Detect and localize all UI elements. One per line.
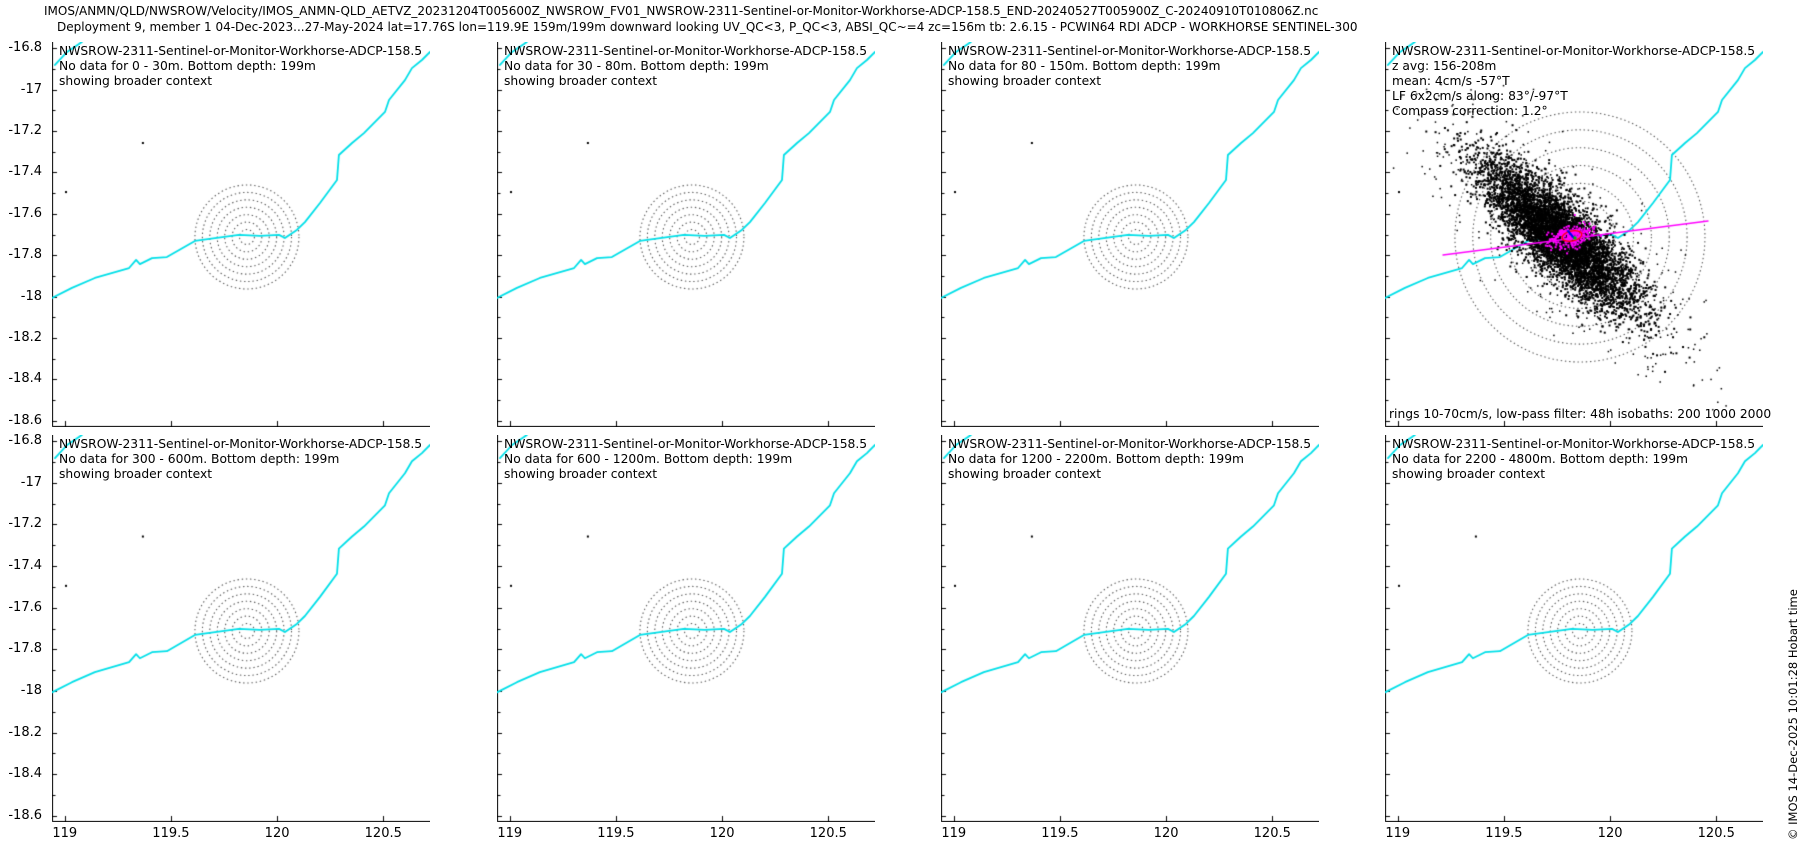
panel-title: NWSROW-2311-Sentinel-or-Monitor-Workhors… <box>1392 44 1756 58</box>
map-canvas <box>52 42 430 427</box>
panel-context-line: showing broader context <box>59 74 213 88</box>
y-tick-label: -17.8 <box>8 247 42 263</box>
x-tick-label: 120.5 <box>809 826 847 841</box>
panel-context-line: showing broader context <box>59 467 213 481</box>
panel-depth-30-80m: NWSROW-2311-Sentinel-or-Monitor-Workhors… <box>497 42 875 427</box>
x-tick-label: 120 <box>709 826 735 841</box>
x-tick-label: 119.5 <box>152 826 190 841</box>
y-tick-label: -17.6 <box>8 205 42 221</box>
y-tick-label: -18.6 <box>8 412 42 428</box>
y-tick-label: -17.6 <box>8 599 42 615</box>
figure-subtitle: Deployment 9, member 1 04-Dec-2023...27-… <box>57 20 1358 34</box>
y-tick-label: -17.4 <box>8 558 42 574</box>
y-axis-labels-row1: -16.8 -17 -17.2 -17.4 -17.6 -17.8 -18 -18.2 -18.… <box>0 40 48 428</box>
panel-nodata-line: No data for 600 - 1200m. Bottom depth: 1… <box>504 452 793 466</box>
map-canvas <box>941 435 1319 822</box>
map-canvas <box>497 42 875 427</box>
y-tick-label: -18.6 <box>8 807 42 823</box>
map-canvas <box>941 42 1319 427</box>
x-tick-label: 119.5 <box>597 826 635 841</box>
y-tick-label: -18.4 <box>8 371 42 387</box>
panel-title: NWSROW-2311-Sentinel-or-Monitor-Workhors… <box>59 44 423 58</box>
x-axis-labels: 119 119.5 120 120.5 119 119.5 120 120.5 119 119.5… <box>0 826 1800 846</box>
y-tick-label: -17.4 <box>8 164 42 180</box>
panel-depth-300-600m: NWSROW-2311-Sentinel-or-Monitor-Workhors… <box>52 435 430 822</box>
panel-zavg-line: z avg: 156-208m <box>1392 59 1497 73</box>
panel-title: NWSROW-2311-Sentinel-or-Monitor-Workhors… <box>1392 437 1756 451</box>
y-tick-label: -17 <box>20 474 42 490</box>
panel-depth-2200-4800m: NWSROW-2311-Sentinel-or-Monitor-Workhors… <box>1385 435 1763 822</box>
x-tick-label: 119.5 <box>1485 826 1523 841</box>
copyright-vertical-text: © IMOS 14-Dec-2025 10:01:28 Hobart time <box>1786 589 1800 840</box>
map-canvas <box>1385 42 1763 427</box>
y-tick-label: -18.2 <box>8 329 42 345</box>
panel-nodata-line: No data for 300 - 600m. Bottom depth: 19… <box>59 452 340 466</box>
x-tick-label: 119 <box>941 826 967 841</box>
panel-nodata-line: No data for 80 - 150m. Bottom depth: 199… <box>948 59 1221 73</box>
x-tick-label: 120.5 <box>364 826 402 841</box>
y-tick-label: -17 <box>20 81 42 97</box>
panel-nodata-line: No data for 30 - 80m. Bottom depth: 199m <box>504 59 769 73</box>
panel-velocity-scatter: NWSROW-2311-Sentinel-or-Monitor-Workhors… <box>1385 42 1771 427</box>
x-tick-label: 120 <box>264 826 290 841</box>
panel-context-line: showing broader context <box>948 467 1102 481</box>
map-canvas <box>52 435 430 822</box>
y-tick-label: -16.8 <box>8 433 42 449</box>
panel-compass-line: Compass correction: 1.2° <box>1392 104 1548 118</box>
x-tick-label: 119.5 <box>1041 826 1079 841</box>
y-tick-label: -18.4 <box>8 766 42 782</box>
panel-nodata-line: No data for 2200 - 4800m. Bottom depth: … <box>1392 452 1689 466</box>
x-tick-label: 120 <box>1153 826 1179 841</box>
panel-context-line: showing broader context <box>504 74 658 88</box>
map-canvas <box>497 435 875 822</box>
x-tick-label: 120 <box>1597 826 1623 841</box>
y-tick-label: -18 <box>20 288 42 304</box>
y-tick-label: -17.8 <box>8 641 42 657</box>
panel-lf-line: LF 6x2cm/s along: 83°/-97°T <box>1392 89 1568 103</box>
panel-title: NWSROW-2311-Sentinel-or-Monitor-Workhors… <box>59 437 423 451</box>
y-axis-labels-row2: -16.8 -17 -17.2 -17.4 -17.6 -17.8 -18 -18.2 -18.… <box>0 433 48 823</box>
x-tick-label: 119 <box>1385 826 1411 841</box>
x-tick-label: 119 <box>497 826 523 841</box>
y-tick-label: -17.2 <box>8 123 42 138</box>
panel-title: NWSROW-2311-Sentinel-or-Monitor-Workhors… <box>948 44 1312 58</box>
x-tick-label: 119 <box>52 826 78 841</box>
map-canvas <box>1385 435 1763 822</box>
panel-context-line: showing broader context <box>948 74 1102 88</box>
panel-rings-footer: rings 10-70cm/s, low-pass filter: 48h is… <box>1389 407 1772 421</box>
panel-title: NWSROW-2311-Sentinel-or-Monitor-Workhors… <box>504 44 868 58</box>
y-tick-label: -18 <box>20 682 42 698</box>
panel-depth-600-1200m: NWSROW-2311-Sentinel-or-Monitor-Workhors… <box>497 435 875 822</box>
panel-context-line: showing broader context <box>1392 467 1546 481</box>
y-tick-label: -17.2 <box>8 516 42 532</box>
panel-nodata-line: No data for 1200 - 2200m. Bottom depth: … <box>948 452 1245 466</box>
figure-title: IMOS/ANMN/QLD/NWSROW/Velocity/IMOS_ANMN-… <box>44 4 1319 18</box>
panel-title: NWSROW-2311-Sentinel-or-Monitor-Workhors… <box>504 437 868 451</box>
y-tick-label: -16.8 <box>8 40 42 56</box>
panel-depth-80-150m: NWSROW-2311-Sentinel-or-Monitor-Workhors… <box>941 42 1319 427</box>
panel-mean-line: mean: 4cm/s -57°T <box>1392 74 1510 88</box>
panel-depth-1200-2200m: NWSROW-2311-Sentinel-or-Monitor-Workhors… <box>941 435 1319 822</box>
y-tick-label: -18.2 <box>8 724 42 740</box>
panel-nodata-line: No data for 0 - 30m. Bottom depth: 199m <box>59 59 316 73</box>
x-tick-label: 120.5 <box>1697 826 1735 841</box>
panel-depth-0-30m: NWSROW-2311-Sentinel-or-Monitor-Workhors… <box>52 42 430 427</box>
x-tick-label: 120.5 <box>1253 826 1291 841</box>
panel-context-line: showing broader context <box>504 467 658 481</box>
panel-title: NWSROW-2311-Sentinel-or-Monitor-Workhors… <box>948 437 1312 451</box>
